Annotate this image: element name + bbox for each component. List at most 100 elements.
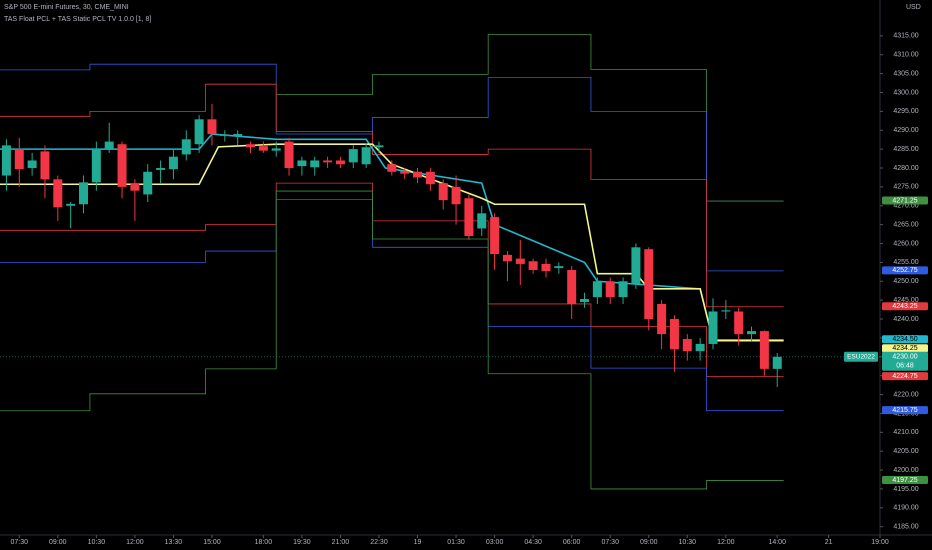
y-tick-label: 4260.00 xyxy=(893,240,918,247)
price-tag xyxy=(882,266,928,275)
y-tick-label: 4220.00 xyxy=(893,391,918,398)
x-tick-label: 07:30 xyxy=(11,539,29,546)
x-tick-label: 13:30 xyxy=(165,539,183,546)
price-tag-label: 4234.25 xyxy=(892,345,917,352)
candle-body xyxy=(143,171,153,195)
candle-body xyxy=(477,213,487,229)
y-tick-label: 4315.00 xyxy=(893,33,918,40)
symbol-tag xyxy=(844,351,878,362)
y-tick-label: 4300.00 xyxy=(893,89,918,96)
candle-body xyxy=(130,183,140,191)
candle-body xyxy=(451,186,461,205)
candle-body xyxy=(220,134,230,136)
candle-body xyxy=(284,141,294,169)
candle-body xyxy=(117,144,127,187)
candle-body xyxy=(580,299,590,303)
y-tick-label: 4255.00 xyxy=(893,259,918,266)
candle-body xyxy=(207,119,217,135)
candle-body xyxy=(772,356,782,369)
y-tick-label: 4245.00 xyxy=(893,297,918,304)
price-tag-label: 4234.50 xyxy=(892,336,917,343)
candle-body xyxy=(400,171,410,174)
x-tick-label: 19:30 xyxy=(293,539,311,546)
price-tag-label: 4224.75 xyxy=(892,373,917,380)
candle-body xyxy=(631,247,641,284)
candle-body xyxy=(734,311,744,335)
candle-body xyxy=(156,168,166,170)
candle-body xyxy=(40,151,50,180)
candle-body xyxy=(27,160,37,169)
x-tick-label: 09:00 xyxy=(640,539,658,546)
x-tick-label: 01:30 xyxy=(447,539,465,546)
indicator-line xyxy=(0,182,784,378)
x-tick-label: 12:00 xyxy=(126,539,144,546)
y-tick-label: 4240.00 xyxy=(893,316,918,323)
price-tag xyxy=(882,302,928,311)
candle-body xyxy=(323,160,333,163)
x-tick-label: 21 xyxy=(825,539,833,546)
candle-body xyxy=(361,147,371,165)
x-tick-label: 21:00 xyxy=(332,539,350,546)
x-tick-label: 19:00 xyxy=(871,539,889,546)
price-tag-label: 4252.75 xyxy=(892,267,917,274)
candle-body xyxy=(310,160,320,168)
candle-body xyxy=(91,149,101,183)
x-tick-label: 12:00 xyxy=(717,539,735,546)
x-tick-label: 22:30 xyxy=(370,539,388,546)
candle-body xyxy=(168,156,178,170)
candle-body xyxy=(657,303,667,335)
candle-body xyxy=(335,160,345,165)
candle-body xyxy=(66,203,76,206)
price-tag xyxy=(882,406,928,415)
candle-body xyxy=(541,263,551,272)
candle-body xyxy=(233,134,243,137)
last-price-tag xyxy=(882,351,928,371)
candle-body xyxy=(528,261,538,270)
y-tick-label: 4195.00 xyxy=(893,486,918,493)
indicator-line xyxy=(0,198,784,411)
price-tag-label: 4271.25 xyxy=(892,197,917,204)
plot-area xyxy=(0,33,880,490)
candle-body xyxy=(413,171,423,178)
price-tag-label: 4215.75 xyxy=(892,407,917,414)
candle-body xyxy=(425,171,435,185)
candle-body xyxy=(79,182,88,205)
candle-body xyxy=(502,254,512,262)
candle-body xyxy=(759,331,769,369)
candle-body xyxy=(644,249,654,320)
y-tick-label: 4200.00 xyxy=(893,467,918,474)
x-tick-label: 19 xyxy=(414,539,422,546)
candle-body xyxy=(194,119,204,145)
x-tick-label: 09:00 xyxy=(49,539,67,546)
candle-body xyxy=(181,139,191,155)
y-tick-label: 4250.00 xyxy=(893,278,918,285)
currency: USD xyxy=(906,4,921,11)
candle-body xyxy=(747,331,757,335)
x-tick-label: 06:00 xyxy=(563,539,581,546)
y-tick-label: 4205.00 xyxy=(893,448,918,455)
y-tick-label: 4210.00 xyxy=(893,429,918,436)
candle-body xyxy=(515,258,525,264)
candle-body xyxy=(348,149,358,163)
indicator-line xyxy=(0,143,784,342)
candle-body xyxy=(464,198,474,236)
symbol-label: ESU2022 xyxy=(847,354,875,361)
x-tick-label: 10:30 xyxy=(88,539,106,546)
candle-body xyxy=(592,281,602,298)
y-tick-label: 4295.00 xyxy=(893,108,918,115)
y-tick-label: 4270.00 xyxy=(893,203,918,210)
candle-body xyxy=(104,141,114,150)
axes: 4185.00 4190.00 4195.00 4200.00 4205.00 4210.… xyxy=(11,33,928,546)
candle-body xyxy=(567,269,577,304)
price-tag-label: 4243.25 xyxy=(892,303,917,310)
candle-body xyxy=(721,310,731,312)
indicator-title: TAS Float PCL + TAS Static PCL TV 1.0.0 … xyxy=(4,16,151,23)
candle-body xyxy=(14,149,24,170)
y-tick-label: 4275.00 xyxy=(893,184,918,191)
indicator-line xyxy=(0,83,784,308)
indicator-line xyxy=(0,190,784,490)
candle-body xyxy=(1,145,11,176)
